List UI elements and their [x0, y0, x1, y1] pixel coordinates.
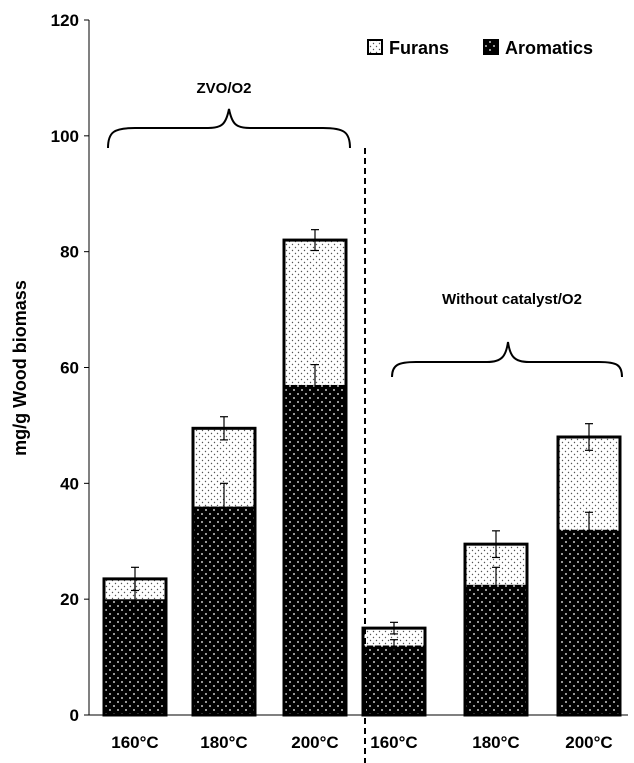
x-tick-label: 160°C [111, 733, 158, 752]
group-brace-zvo [107, 108, 351, 149]
legend-label-aromatics: Aromatics [505, 38, 593, 58]
group-label-without-catalyst: Without catalyst/O2 [442, 291, 582, 308]
y-tick-label: 120 [51, 11, 79, 30]
y-tick-label: 0 [70, 706, 79, 725]
group-label-zvo: ZVO/O2 [196, 80, 251, 97]
y-tick-label: 20 [60, 590, 79, 609]
bar-aromatics [465, 584, 527, 715]
x-tick-label: 200°C [565, 733, 612, 752]
y-axis: 0 20 40 60 80 100 120 [51, 11, 90, 725]
legend: Furans Aromatics [367, 38, 593, 58]
group-brace-without-catalyst [391, 341, 623, 378]
error-bars [131, 229, 593, 652]
legend-label-furans: Furans [389, 38, 449, 58]
y-tick-label: 40 [60, 474, 79, 493]
bar-aromatics [558, 529, 620, 715]
y-axis-title: mg/g Wood biomass [10, 280, 30, 456]
legend-swatch-furans [367, 39, 383, 55]
x-tick-label: 180°C [200, 733, 247, 752]
x-tick-label: 180°C [472, 733, 519, 752]
bar-furans [363, 628, 425, 646]
x-tick-label: 200°C [291, 733, 338, 752]
y-tick-label: 60 [60, 359, 79, 378]
x-axis-tick-labels: 160°C 180°C 200°C 160°C 180°C 200°C [111, 733, 612, 752]
bar-aromatics [284, 384, 346, 715]
y-tick-label: 80 [60, 243, 79, 262]
y-tick-label: 100 [51, 127, 79, 146]
bar-aromatics [363, 645, 425, 715]
bar-aromatics [193, 506, 255, 715]
x-tick-label: 160°C [370, 733, 417, 752]
legend-swatch-aromatics [483, 39, 499, 55]
bar-furans [284, 240, 346, 385]
bars [102, 238, 622, 717]
